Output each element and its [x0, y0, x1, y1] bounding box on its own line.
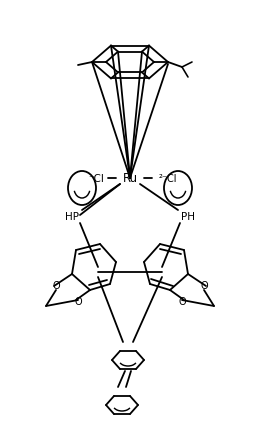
Text: ²⁻Cl: ²⁻Cl	[159, 174, 177, 184]
Text: ⁻Cl: ⁻Cl	[88, 174, 104, 184]
Text: O: O	[200, 281, 208, 291]
Text: Ru: Ru	[122, 172, 138, 185]
Text: O: O	[74, 297, 82, 307]
Text: HP: HP	[65, 212, 79, 222]
Text: PH: PH	[181, 212, 195, 222]
Text: O: O	[52, 281, 60, 291]
Text: O: O	[178, 297, 186, 307]
